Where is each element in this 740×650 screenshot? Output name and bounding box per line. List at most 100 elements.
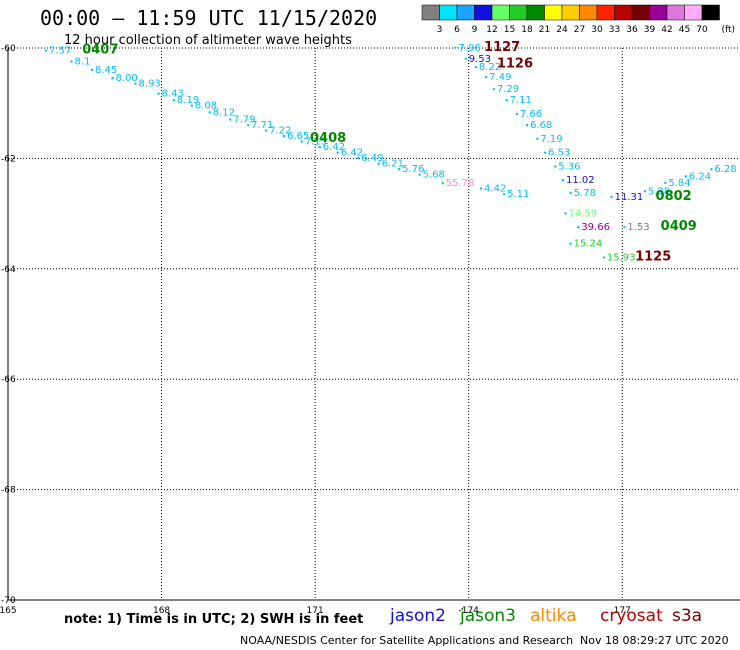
swh-value-label: 14.59 bbox=[569, 208, 598, 219]
track-dot bbox=[569, 242, 572, 245]
pass-time-label: 0408 bbox=[310, 131, 346, 146]
satellite-track bbox=[44, 46, 713, 259]
swh-value-label: 7.22 bbox=[269, 126, 291, 137]
pass-time-label: 0407 bbox=[82, 43, 118, 58]
legend-label: 70 bbox=[696, 25, 708, 35]
swh-value-label: 15.24 bbox=[574, 239, 603, 250]
track-dot bbox=[441, 181, 444, 185]
track-dot bbox=[710, 168, 713, 171]
track-dot bbox=[602, 256, 606, 259]
track-dot bbox=[397, 168, 401, 171]
swh-value-label: 6.42 bbox=[341, 148, 363, 159]
swh-value-label: 4.42 bbox=[484, 184, 506, 195]
swh-value-label: 8.08 bbox=[195, 101, 217, 112]
lon-tick-label: 165 bbox=[0, 606, 17, 616]
units-note: note: 1) Time is in UTC; 2) SWH is in fe… bbox=[64, 612, 364, 627]
generated-timestamp: Nov 18 08:29:27 UTC 2020 bbox=[580, 634, 729, 647]
swh-value-label: 5.11 bbox=[507, 189, 529, 200]
mission-name: jason2 bbox=[390, 606, 446, 626]
swh-value-label: 8.12 bbox=[213, 107, 235, 118]
legend-label: 9 bbox=[472, 25, 478, 35]
mission-name: altika bbox=[530, 606, 577, 626]
swh-value-label: 5.76 bbox=[402, 164, 424, 175]
lon-tick-label: -174 bbox=[458, 606, 479, 616]
track-dot bbox=[418, 173, 421, 176]
lon-tick-label: 168 bbox=[153, 606, 170, 616]
track-dot bbox=[623, 225, 626, 229]
track-dot bbox=[70, 60, 73, 63]
pass-time-label: 0802 bbox=[656, 189, 692, 204]
legend-label: 27 bbox=[574, 25, 585, 35]
mission-name: jason3 bbox=[460, 606, 516, 626]
track-dot bbox=[246, 123, 250, 127]
swh-value-label: 8.45 bbox=[95, 65, 117, 76]
swh-value-label: 9.53 bbox=[469, 54, 491, 65]
track-dot bbox=[318, 145, 322, 149]
legend-label: 24 bbox=[556, 25, 568, 35]
lat-tick-label: -60 bbox=[1, 44, 16, 54]
track-dot bbox=[172, 99, 176, 102]
legend-swatch bbox=[614, 4, 633, 21]
map-grid bbox=[7, 47, 740, 601]
track-dot bbox=[577, 225, 580, 229]
track-dot bbox=[90, 68, 94, 72]
swh-value-label: 5.28 bbox=[648, 186, 670, 197]
swh-value-label: 7.11 bbox=[510, 95, 532, 106]
track-dot bbox=[643, 190, 647, 193]
track-dot bbox=[357, 156, 360, 160]
legend-label: 30 bbox=[591, 25, 603, 35]
track-dot bbox=[464, 57, 467, 60]
track-dot bbox=[377, 162, 380, 165]
page-subtitle: 12 hour collection of altimeter wave hei… bbox=[64, 33, 352, 48]
legend-swatch bbox=[701, 4, 720, 21]
swh-value-label: 7.96 bbox=[458, 43, 480, 54]
track-dot bbox=[505, 99, 508, 102]
track-dot bbox=[536, 137, 539, 141]
track-dot bbox=[561, 179, 565, 182]
lat-tick-label: -70 bbox=[1, 596, 16, 606]
legend-label: 42 bbox=[661, 25, 672, 35]
track-dot bbox=[564, 212, 567, 215]
swh-value-label: 5.84 bbox=[668, 178, 690, 189]
lon-tick-label: 171 bbox=[307, 606, 324, 616]
swh-value-label: 5.36 bbox=[558, 161, 580, 172]
track-dot bbox=[264, 129, 268, 132]
track-dot bbox=[569, 191, 572, 195]
track-dot bbox=[610, 195, 613, 198]
legend-swatch bbox=[491, 4, 510, 21]
track-dot bbox=[554, 165, 557, 168]
legend-swatch bbox=[631, 4, 650, 21]
legend-swatch bbox=[666, 4, 685, 21]
swh-value-label: 6.53 bbox=[548, 148, 570, 159]
track-dot bbox=[190, 104, 194, 107]
swh-value-label: 11.31 bbox=[615, 192, 644, 203]
measurement-labels: 7.578.18.458.008.938.438.198.088.127.797… bbox=[49, 43, 737, 264]
track-dot bbox=[229, 118, 232, 121]
swh-value-label: 55.78 bbox=[446, 178, 475, 189]
swh-value-label: 6.49 bbox=[361, 153, 383, 164]
legend-swatch bbox=[456, 4, 475, 21]
credit-line: NOAA/NESDIS Center for Satellite Applica… bbox=[240, 634, 574, 647]
track-dot bbox=[479, 187, 483, 190]
lat-tick-label: -68 bbox=[1, 486, 16, 496]
track-dot bbox=[282, 134, 286, 138]
legend-swatch bbox=[439, 4, 458, 21]
legend-label: 45 bbox=[679, 25, 690, 35]
pass-time-label: 1126 bbox=[497, 56, 533, 71]
legend-swatch bbox=[579, 4, 598, 21]
swh-value-label: 15.93 bbox=[607, 253, 636, 264]
legend-swatch bbox=[421, 4, 440, 21]
legend-label: 33 bbox=[609, 25, 620, 35]
swh-value-label: 1.53 bbox=[627, 222, 649, 233]
track-dot bbox=[111, 76, 114, 80]
swh-value-label: 7.15 bbox=[305, 137, 327, 148]
lat-tick-label: -64 bbox=[1, 265, 16, 275]
track-dot bbox=[492, 87, 496, 91]
legend-label: 6 bbox=[454, 25, 460, 35]
track-dot bbox=[474, 65, 478, 69]
legend-label: 21 bbox=[539, 25, 550, 35]
legend-swatch bbox=[649, 4, 668, 21]
